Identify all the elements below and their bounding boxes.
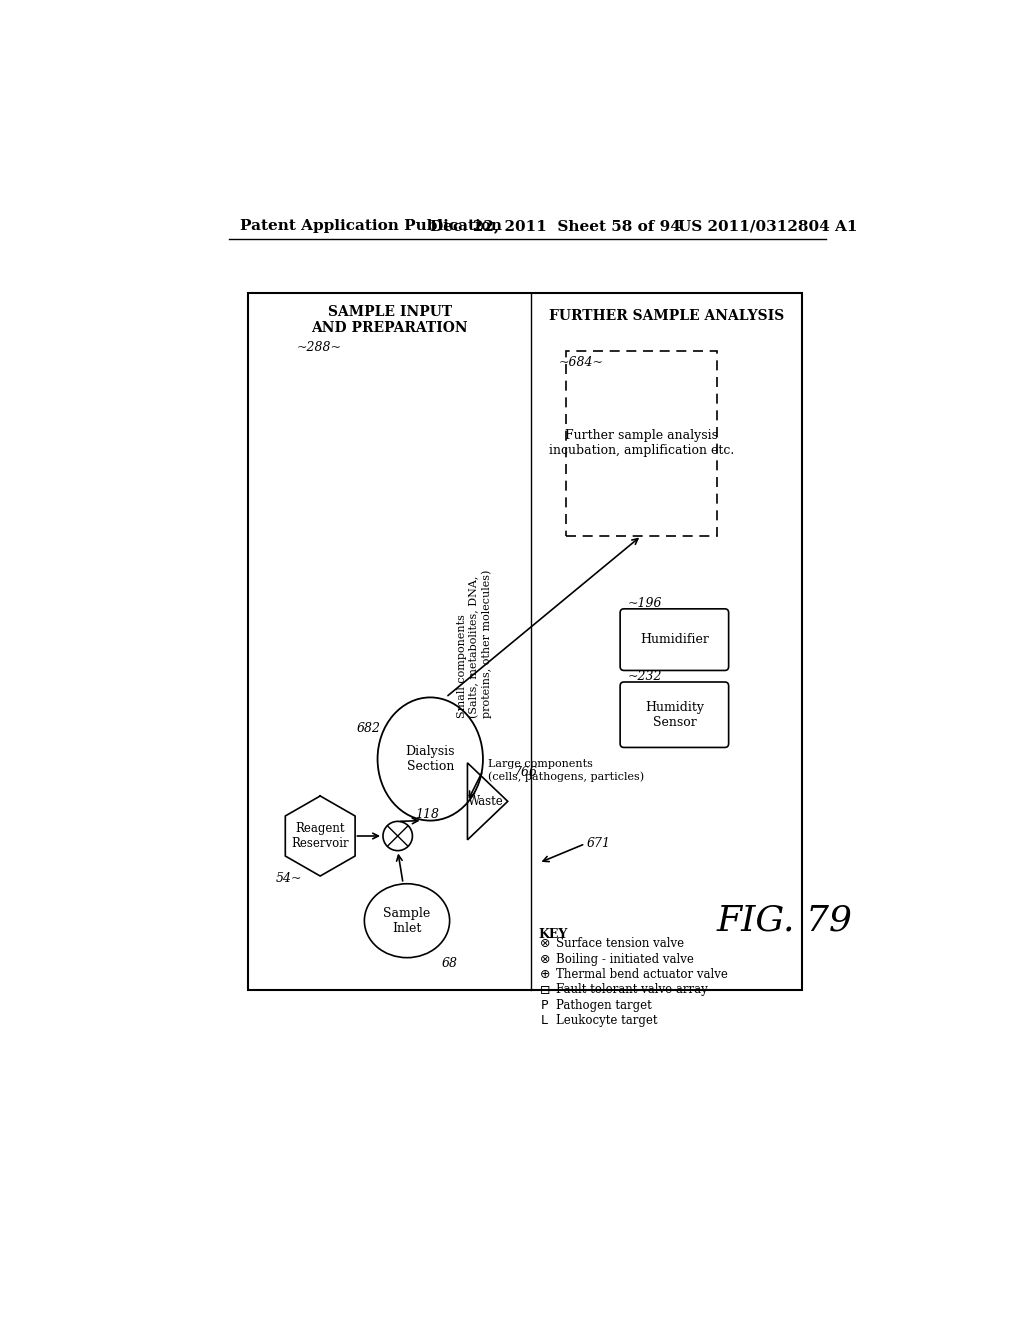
Text: ~288~: ~288~ [296,341,341,354]
Text: P: P [541,999,548,1012]
Text: ~232: ~232 [628,671,663,684]
Text: 766: 766 [514,766,538,779]
Text: 54~: 54~ [275,871,302,884]
Text: ⊗: ⊗ [541,937,551,950]
Text: Fault tolerant valve array: Fault tolerant valve array [556,983,708,997]
Text: FURTHER SAMPLE ANALYSIS: FURTHER SAMPLE ANALYSIS [549,309,784,323]
Text: Thermal bend actuator valve: Thermal bend actuator valve [556,968,728,981]
Text: ⊟: ⊟ [541,983,551,997]
Text: ⊕: ⊕ [541,968,551,981]
Text: FIG. 79: FIG. 79 [717,904,853,937]
Text: Small components
(Salts, metabolites, DNA,
proteins, other molecules): Small components (Salts, metabolites, DN… [458,569,492,718]
Text: Sample
Inlet: Sample Inlet [383,907,431,935]
Text: ~684~: ~684~ [559,356,604,370]
Text: 68: 68 [442,957,458,970]
Text: Humidity
Sensor: Humidity Sensor [645,701,703,729]
Text: 671: 671 [587,837,610,850]
Text: 118: 118 [415,808,438,821]
Text: Humidifier: Humidifier [640,634,709,647]
Text: Pathogen target: Pathogen target [556,999,651,1012]
Text: Surface tension valve: Surface tension valve [556,937,684,950]
Text: ~196: ~196 [628,597,663,610]
Text: KEY: KEY [539,928,568,941]
Text: Dialysis
Section: Dialysis Section [406,744,455,774]
Text: US 2011/0312804 A1: US 2011/0312804 A1 [678,219,858,234]
Text: Patent Application Publication: Patent Application Publication [241,219,503,234]
Text: Reagent
Reservoir: Reagent Reservoir [292,822,349,850]
Text: Dec. 22, 2011  Sheet 58 of 94: Dec. 22, 2011 Sheet 58 of 94 [430,219,681,234]
Text: SAMPLE INPUT
AND PREPARATION: SAMPLE INPUT AND PREPARATION [311,305,468,335]
Text: Further sample analysis
incubation, amplification etc.: Further sample analysis incubation, ampl… [549,429,734,457]
Text: L: L [541,1014,547,1027]
Text: Waste: Waste [468,795,504,808]
Text: Boiling - initiated valve: Boiling - initiated valve [556,953,693,966]
Bar [566,351,717,536]
Bar [248,293,802,990]
Text: ⊗: ⊗ [541,953,551,966]
Text: Leukocyte target: Leukocyte target [556,1014,657,1027]
Text: 682: 682 [356,722,381,735]
Text: Large components
(cells, pathogens, particles): Large components (cells, pathogens, part… [488,759,644,781]
